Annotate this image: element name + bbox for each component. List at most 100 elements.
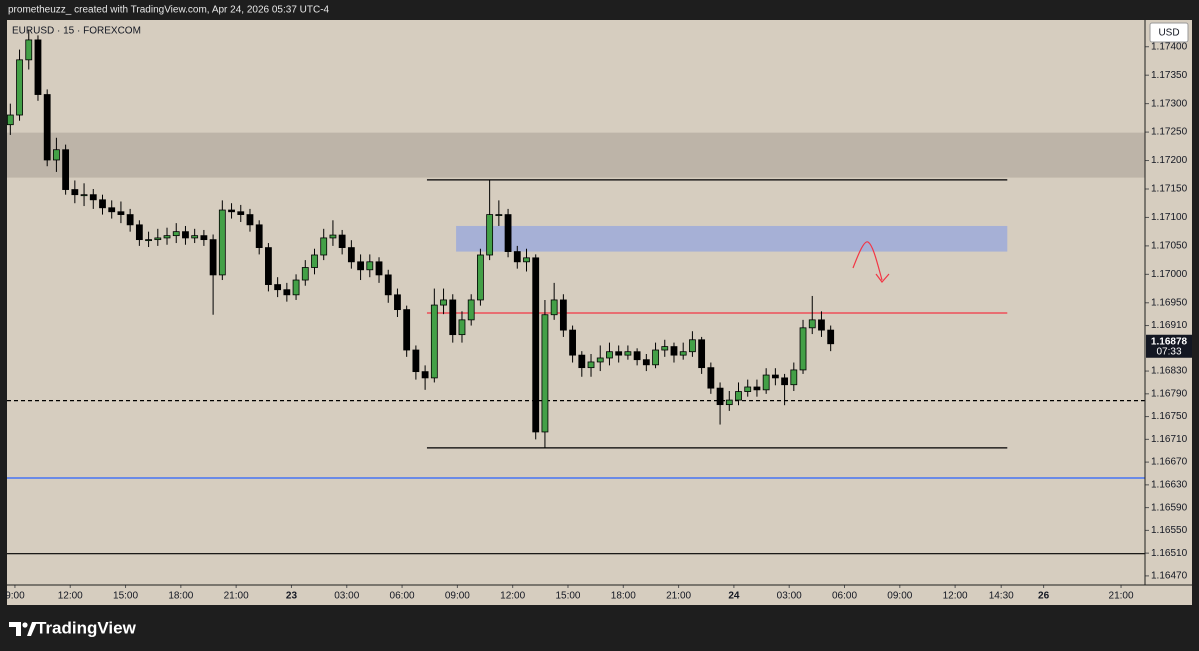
candle-body: [587, 361, 595, 369]
candle-body: [421, 371, 429, 379]
x-tick-label: 21:00: [666, 591, 691, 602]
candle-body: [43, 94, 51, 161]
candle-body: [357, 261, 364, 271]
currency-box[interactable]: [1149, 22, 1189, 43]
candle-body: [467, 299, 475, 321]
candle-body: [486, 214, 494, 256]
y-tick-label: 1.16470: [1151, 571, 1188, 582]
y-tick-label: 1.16550: [1151, 525, 1188, 536]
header-text: prometheuzz_ created with TradingView.co…: [8, 5, 330, 16]
candle-body: [762, 374, 770, 391]
candle-body: [495, 214, 503, 216]
candle-body: [6, 114, 14, 126]
x-tick-label: 06:00: [390, 591, 415, 602]
x-tick-label: 21:00: [1109, 591, 1134, 602]
candle-body: [652, 349, 659, 366]
candle-body: [513, 251, 521, 263]
candle-body: [80, 194, 88, 197]
y-tick-label: 1.17050: [1151, 241, 1188, 252]
candle-body: [477, 254, 484, 301]
candle-body: [725, 399, 733, 406]
x-tick-label: 26: [1038, 591, 1050, 602]
y-tick-label: 1.16950: [1151, 297, 1188, 308]
candle-body: [689, 339, 696, 353]
candle-body: [799, 327, 807, 371]
candle-body: [707, 367, 715, 389]
y-tick-label: 1.17350: [1151, 70, 1188, 81]
y-tick-label: 1.17100: [1151, 212, 1188, 223]
candle-body: [191, 235, 199, 239]
candle-body: [320, 237, 328, 256]
candle-body: [274, 284, 282, 291]
x-tick-label: 15:00: [555, 591, 580, 602]
candle-body: [670, 346, 678, 356]
candle-body: [596, 357, 604, 363]
y-tick-label: 1.17000: [1151, 269, 1188, 280]
candle-body: [808, 319, 816, 329]
candle-body: [818, 319, 825, 331]
candle-body: [126, 214, 134, 226]
y-tick-label: 1.17400: [1151, 41, 1188, 52]
candle-body: [228, 209, 235, 213]
candle-body: [145, 239, 152, 242]
candle-body: [771, 374, 779, 379]
x-tick-label: 15:00: [113, 591, 138, 602]
candle-body: [209, 239, 217, 276]
candle-body: [412, 349, 420, 373]
x-tick-label: 09:00: [887, 591, 912, 602]
candle-body: [606, 351, 613, 359]
y-tick-label: 1.16510: [1151, 548, 1188, 559]
candle-body: [716, 387, 724, 406]
candle-body: [265, 247, 272, 285]
candle-body: [62, 149, 70, 190]
x-tick-label: 14:30: [989, 591, 1014, 602]
candle-body: [292, 279, 300, 296]
candle-body: [301, 267, 309, 281]
y-tick-label: 1.16910: [1151, 320, 1188, 331]
zone: [7, 132, 1145, 178]
candle-body: [16, 59, 23, 116]
y-tick-label: 1.16790: [1151, 388, 1188, 399]
y-tick-label: 1.16750: [1151, 411, 1188, 422]
candle-body: [541, 314, 549, 433]
candle-body: [384, 274, 392, 296]
candle-body: [550, 299, 558, 316]
footer-logo: [9, 622, 37, 636]
candle-body: [237, 211, 245, 215]
candle-body: [311, 254, 318, 268]
candle-body: [753, 386, 761, 391]
candle-body: [559, 299, 567, 331]
candle-body: [283, 289, 291, 296]
candle-body: [403, 309, 411, 351]
candle-body: [255, 224, 263, 248]
candle-body: [440, 299, 447, 306]
candle-body: [99, 199, 106, 209]
candle-body: [430, 304, 438, 379]
y-tick-label: 1.16670: [1151, 457, 1188, 468]
currency-label[interactable]: USD: [1158, 28, 1179, 39]
x-tick-label: 18:00: [168, 591, 193, 602]
x-tick-label: 21:00: [224, 591, 249, 602]
candle-body: [642, 359, 650, 366]
candle-body: [366, 261, 374, 271]
candle-body: [624, 351, 632, 356]
x-tick-label: 06:00: [832, 591, 857, 602]
x-tick-label: 03:00: [334, 591, 359, 602]
candle-body: [53, 149, 60, 161]
candle-body: [633, 351, 641, 361]
footer-brand[interactable]: TradingView: [36, 618, 137, 637]
y-tick-label: 1.16630: [1151, 479, 1188, 490]
candle-body: [615, 351, 623, 356]
candle-body: [790, 369, 798, 386]
last-price-box: [1146, 334, 1192, 358]
candle-body: [182, 231, 189, 239]
candle-body: [679, 351, 687, 356]
candle-body: [71, 189, 79, 196]
y-tick-label: 1.17300: [1151, 98, 1188, 109]
candle-body: [661, 346, 669, 351]
candle-body: [135, 224, 143, 241]
candle-body: [394, 294, 401, 311]
candle-body: [329, 234, 337, 239]
y-tick-label: 1.17150: [1151, 184, 1188, 195]
